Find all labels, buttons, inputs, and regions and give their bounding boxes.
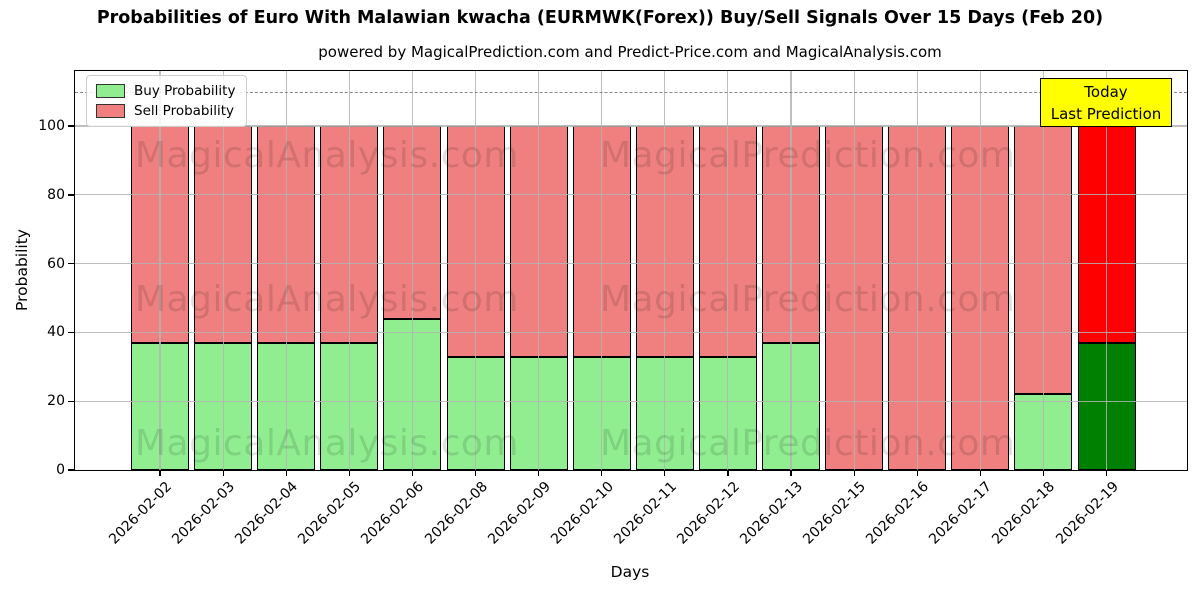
x-tick-2026-02-05 [348,471,350,476]
y-tick-60 [68,263,74,265]
vertical-gridline-2026-02-18 [1042,71,1044,470]
dashed-threshold-line [75,91,1187,93]
x-tick-2026-02-02 [159,471,161,476]
y-axis-label: Probability [13,229,31,311]
x-tick-label-text: 2026-02-11 [610,478,680,548]
horizontal-gridline-40 [75,331,1187,333]
vertical-gridline-2026-02-12 [727,71,729,470]
vertical-gridline-2026-02-13 [790,71,792,470]
sell-probability-swatch-icon [96,104,125,118]
x-tick-label-2026-02-19: 2026-02-19 [950,478,1122,548]
y-tick-label-100: 100 [38,118,65,135]
plot-area: 2026-02-02 2026-02-03 2026-02-04 2026-02-05… [38,70,1188,548]
x-tick-2026-02-06 [411,471,414,476]
x-axis-label: Days [610,563,650,581]
y-tick-label-0: 0 [56,462,65,478]
x-tick-label-text: 2026-02-08 [421,478,491,548]
y-tick-label-60: 60 [47,255,65,272]
chart-subtitle: powered by MagicalPrediction.com and Pre… [318,43,942,61]
x-tick-label-text: 2026-02-16 [863,478,933,548]
today-annotation-line1: Today [1084,82,1128,101]
vertical-gridline-2026-02-04 [285,71,287,470]
y-tick-80 [68,194,74,196]
x-tick-2026-02-15 [853,471,855,476]
x-tick-label-text: 2026-02-17 [926,478,996,548]
y-tick-20 [68,400,74,402]
vertical-gridline-2026-02-15 [853,71,855,470]
vertical-gridline-2026-02-19 [1105,71,1108,470]
x-tick-2026-02-17 [979,471,981,476]
horizontal-gridline-80 [75,194,1187,196]
legend: Buy Probability Sell Probability [86,75,248,127]
legend-label-sell: Sell Probability [134,103,235,119]
y-tick-40 [68,331,74,334]
x-tick-label-text: 2026-02-09 [484,478,554,548]
y-tick-0 [68,469,74,471]
vertical-gridline-2026-02-16 [916,71,918,470]
y-tick-100 [68,125,74,127]
vertical-gridline-2026-02-10 [601,71,603,470]
vertical-gridline-2026-02-05 [348,71,350,470]
x-tick-2026-02-13 [790,471,792,476]
x-tick-2026-02-09 [538,471,540,476]
vertical-gridline-2026-02-02 [159,71,161,470]
legend-item-sell: Sell Probability [96,103,235,119]
x-tick-label-text: 2026-02-12 [674,478,743,548]
vertical-gridline-2026-02-11 [664,71,666,470]
vertical-gridline-2026-02-17 [979,71,981,470]
x-tick-label-text: 2026-02-03 [169,478,239,548]
x-tick-label-text: 2026-02-19 [1052,478,1122,548]
x-tick-label-text: 2026-02-02 [106,478,176,548]
y-tick-label-20: 20 [47,393,65,410]
x-tick-2026-02-03 [222,471,224,476]
x-tick-label-text: 2026-02-10 [547,478,617,548]
horizontal-gridline-100 [75,125,1187,127]
x-tick-label-text: 2026-02-18 [989,478,1059,548]
y-tick-label-80: 80 [47,186,65,203]
x-tick-label-text: 2026-02-06 [358,478,428,548]
x-tick-label-text: 2026-02-05 [295,478,365,548]
x-tick-2026-02-10 [601,471,603,476]
x-tick-2026-02-08 [474,471,477,476]
x-tick-2026-02-16 [916,471,918,476]
vertical-gridline-2026-02-08 [474,71,477,470]
y-tick-label-40: 40 [47,324,65,341]
x-tick-label-text: 2026-02-04 [232,478,302,548]
x-tick-2026-02-12 [727,471,729,476]
horizontal-gridline-60 [75,263,1187,265]
x-tick-2026-02-18 [1042,471,1045,476]
today-annotation-line2: Last Prediction [1050,104,1162,123]
vertical-gridline-2026-02-06 [411,71,413,470]
horizontal-gridline-20 [75,400,1187,402]
legend-item-buy: Buy Probability [96,83,235,99]
legend-label-buy: Buy Probability [134,83,236,99]
buy-probability-swatch-icon [96,84,125,98]
x-tick-2026-02-19 [1105,471,1108,476]
vertical-gridline-2026-02-09 [538,71,540,470]
x-tick-2026-02-04 [285,471,287,476]
x-tick-label-text: 2026-02-13 [737,478,807,548]
x-tick-2026-02-11 [664,471,666,476]
vertical-gridline-2026-02-03 [222,71,224,470]
chart-title: Probabilities of Euro With Malawian kwac… [96,8,1104,28]
today-annotation: Today Last Prediction [1040,78,1172,127]
x-tick-label-text: 2026-02-15 [800,478,870,548]
